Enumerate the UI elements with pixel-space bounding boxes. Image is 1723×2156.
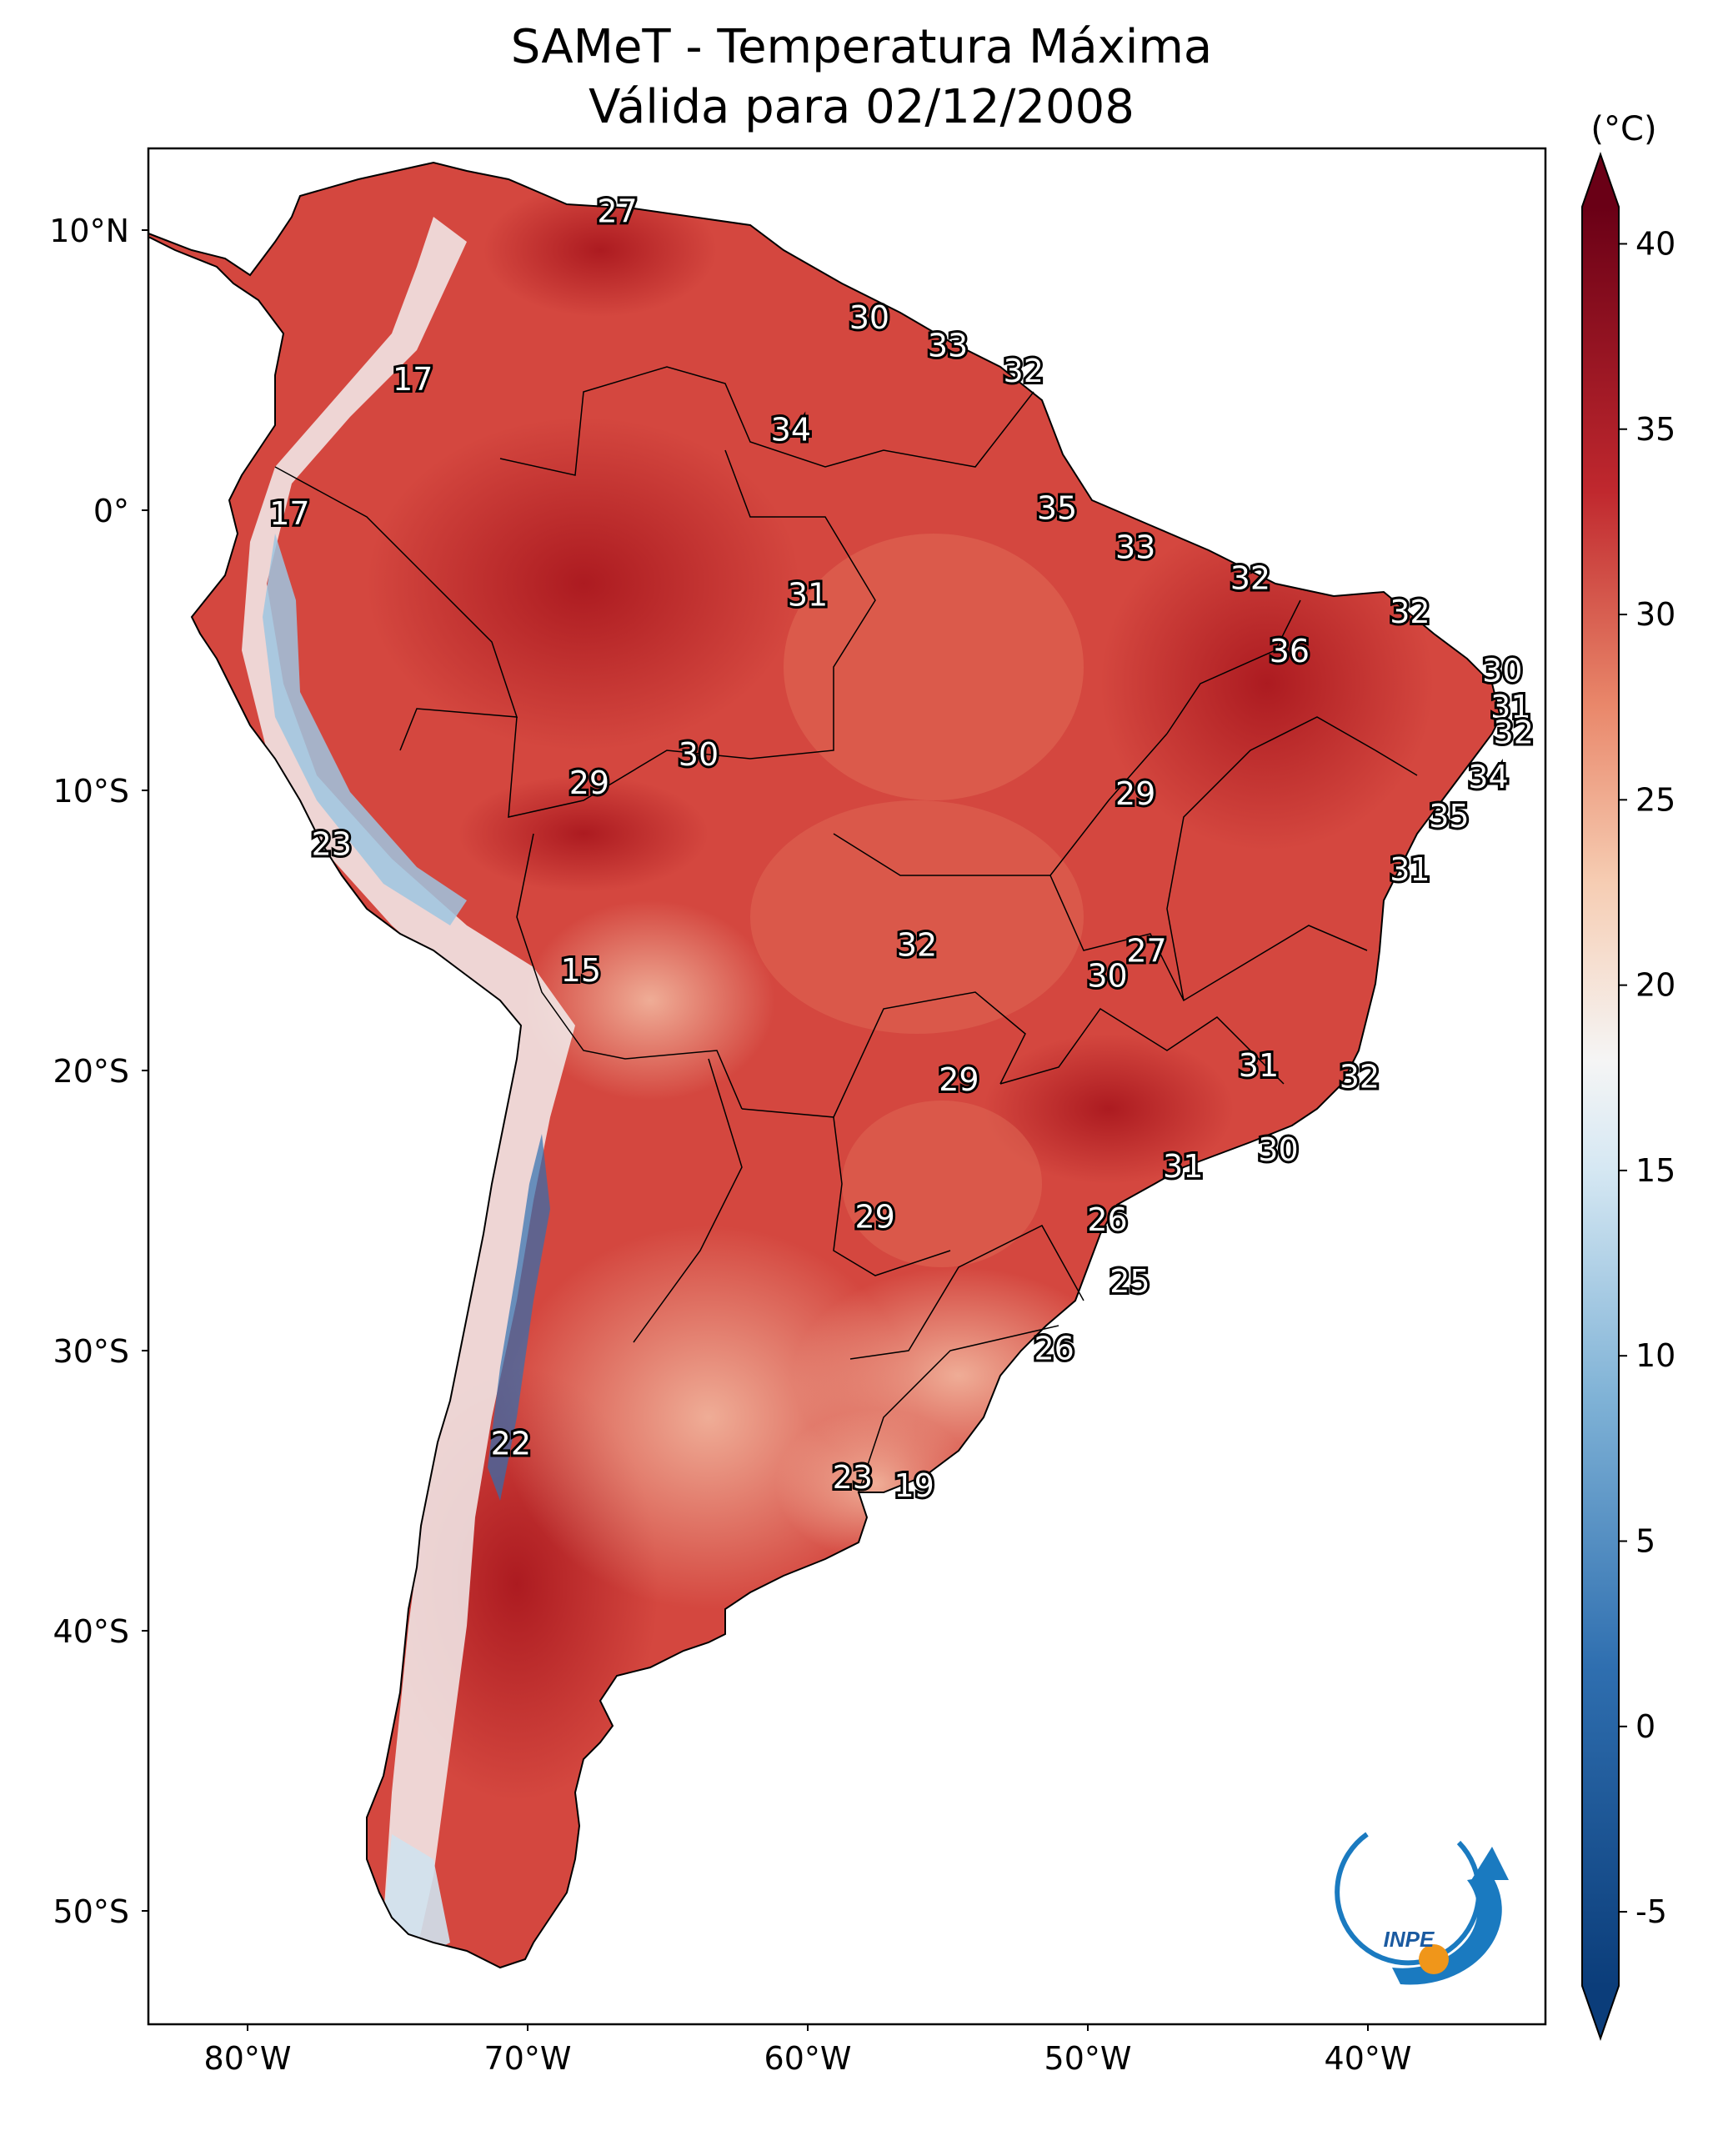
station-label: 31 <box>1239 1047 1279 1084</box>
colorbar-tick-label: -5 <box>1635 1893 1667 1930</box>
station-label: 32 <box>897 927 937 964</box>
station-label: 30 <box>1258 1131 1298 1168</box>
logo-sun-icon <box>1419 1944 1449 1974</box>
lon-label-70w: 70°W <box>484 2040 572 2077</box>
colorbar-tick-label: 35 <box>1635 411 1675 448</box>
country-borders <box>274 366 1418 1493</box>
lon-label-50w: 50°W <box>1044 2040 1132 2077</box>
station-label: 29 <box>569 765 609 801</box>
logo-arrow-icon <box>1392 1876 1502 1985</box>
station-label: 35 <box>1429 798 1469 835</box>
colorbar-tick-label: 40 <box>1635 225 1675 262</box>
colorbar-tick-label: 25 <box>1635 781 1675 818</box>
station-label: 32 <box>1230 560 1270 597</box>
colorbar-tick-label: 5 <box>1635 1523 1655 1560</box>
station-label: 29 <box>939 1061 979 1098</box>
lat-label-0: 0° <box>93 493 129 529</box>
station-label: 30 <box>1087 958 1127 995</box>
colorbar-tick-label: 15 <box>1635 1152 1675 1189</box>
colorbar-max-arrow <box>1582 154 1619 207</box>
map-subtitle: Válida para 02/12/2008 <box>589 80 1134 134</box>
longitude-axis: 80°W 70°W 60°W 50°W 40°W <box>204 2024 1412 2077</box>
station-label: 23 <box>833 1459 873 1496</box>
station-label: 26 <box>1034 1331 1074 1367</box>
station-label: 19 <box>894 1467 934 1504</box>
station-label: 31 <box>1163 1148 1203 1185</box>
map-title: SAMeT - Temperatura Máxima <box>510 20 1213 74</box>
station-label: 27 <box>1126 932 1166 969</box>
lat-label-10n: 10°N <box>49 213 129 249</box>
station-label: 31 <box>788 577 828 614</box>
colorbar: (°C) 40 35 30 25 20 15 10 5 0 -5 <box>1581 110 1675 2042</box>
colorbar-tick-label: 10 <box>1635 1337 1675 1374</box>
lat-label-10s: 10°S <box>53 773 129 810</box>
station-label: 36 <box>1270 633 1310 669</box>
lon-label-80w: 80°W <box>204 2040 292 2077</box>
station-label: 17 <box>269 495 309 532</box>
station-label: 32 <box>1004 353 1044 389</box>
station-label: 35 <box>1037 490 1077 527</box>
station-label: 27 <box>597 193 637 229</box>
station-label: 29 <box>854 1199 894 1236</box>
plot-frame <box>147 147 1547 2026</box>
lat-label-40s: 40°S <box>53 1613 129 1650</box>
station-label: 33 <box>1115 529 1155 566</box>
colorbar-tick-label: 0 <box>1635 1708 1655 1745</box>
logo-text: INPE <box>1384 1927 1435 1952</box>
inpe-logo: INPE <box>1335 1832 1509 1985</box>
station-label: 15 <box>561 952 601 989</box>
station-label: 31 <box>1390 851 1430 888</box>
station-label: 25 <box>1109 1263 1150 1300</box>
station-label: 22 <box>491 1426 531 1462</box>
station-label: 32 <box>1390 594 1430 630</box>
lat-label-50s: 50°S <box>53 1893 129 1930</box>
station-label: 33 <box>928 328 968 364</box>
colorbar-tick-label: 30 <box>1635 596 1675 633</box>
station-label: 32 <box>1340 1059 1380 1096</box>
lon-label-60w: 60°W <box>764 2040 852 2077</box>
station-label: 30 <box>1482 652 1522 689</box>
station-label: 31 <box>1490 689 1530 725</box>
station-label: 34 <box>1468 759 1508 795</box>
colorbar-gradient <box>1582 207 1619 1986</box>
colorbar-unit: (°C) <box>1590 110 1656 148</box>
station-label: 23 <box>312 826 352 863</box>
station-label: 34 <box>771 411 811 448</box>
station-label: 32 <box>1494 714 1534 750</box>
station-label: 30 <box>849 299 889 336</box>
station-label: 30 <box>679 736 719 773</box>
latitude-axis: 10°N 0° 10°S 20°S 30°S 40°S 50°S <box>49 213 148 1930</box>
station-label: 26 <box>1087 1201 1127 1238</box>
colorbar-tick-label: 20 <box>1635 967 1675 1004</box>
lat-label-20s: 20°S <box>53 1053 129 1090</box>
lat-label-30s: 30°S <box>53 1333 129 1370</box>
station-label: 29 <box>1115 775 1155 812</box>
colorbar-min-arrow <box>1582 1986 1619 2038</box>
lon-label-40w: 40°W <box>1325 2040 1412 2077</box>
station-label: 17 <box>393 361 433 398</box>
